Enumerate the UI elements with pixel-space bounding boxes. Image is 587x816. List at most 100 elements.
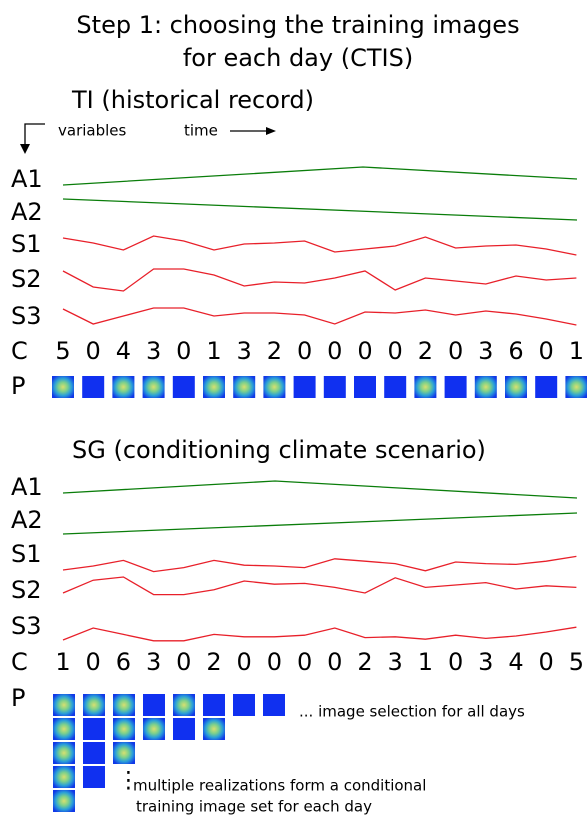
count-label: 0 bbox=[237, 648, 252, 676]
image-tile bbox=[474, 376, 497, 398]
axis-label: variables bbox=[58, 122, 127, 140]
count-label: 2 bbox=[267, 337, 282, 365]
image-tile bbox=[203, 718, 225, 740]
note: training image set for each day bbox=[136, 798, 372, 816]
image-tile bbox=[142, 376, 165, 398]
image-tile bbox=[113, 742, 135, 764]
image-tile bbox=[323, 376, 346, 398]
count-label: 0 bbox=[327, 337, 342, 365]
row-label: A2 bbox=[11, 506, 43, 534]
count-label: 2 bbox=[206, 648, 221, 676]
count-label: 4 bbox=[508, 648, 523, 676]
image-tile bbox=[444, 376, 467, 398]
arrow-head bbox=[266, 127, 276, 135]
image-tile bbox=[83, 718, 105, 740]
count-label: 1 bbox=[418, 648, 433, 676]
series-line bbox=[62, 576, 577, 596]
count-label: 0 bbox=[297, 648, 312, 676]
row-label: C bbox=[11, 337, 28, 365]
count-label: 0 bbox=[297, 337, 312, 365]
series-line bbox=[62, 480, 578, 499]
image-tile bbox=[233, 376, 256, 398]
image-tile bbox=[172, 376, 195, 398]
image-tile bbox=[535, 376, 558, 398]
image-tile bbox=[203, 694, 225, 716]
count-label: 1 bbox=[55, 648, 70, 676]
image-tile bbox=[354, 376, 376, 398]
count-label: 0 bbox=[448, 648, 463, 676]
image-tile bbox=[52, 376, 74, 398]
image-tile bbox=[53, 766, 75, 788]
count-label: 2 bbox=[418, 337, 433, 365]
series-line bbox=[62, 268, 577, 292]
count-label: 0 bbox=[176, 648, 191, 676]
row-label: A1 bbox=[11, 165, 43, 193]
row-label: A1 bbox=[11, 473, 43, 501]
count-label: 3 bbox=[478, 648, 493, 676]
row-label: S2 bbox=[11, 576, 42, 604]
count-label: 3 bbox=[478, 337, 493, 365]
image-tile bbox=[82, 376, 105, 398]
series-line bbox=[62, 235, 577, 256]
row-label: P bbox=[11, 684, 25, 712]
count-label: 0 bbox=[267, 648, 282, 676]
count-label: 1 bbox=[569, 337, 584, 365]
count-label: 3 bbox=[388, 648, 403, 676]
count-label: 0 bbox=[86, 648, 101, 676]
series-line bbox=[62, 626, 577, 642]
count-label: 0 bbox=[539, 648, 554, 676]
image-tile bbox=[565, 376, 587, 398]
count-label: 5 bbox=[569, 648, 584, 676]
image-tile bbox=[53, 718, 75, 740]
count-label: 3 bbox=[146, 648, 161, 676]
count-label: 0 bbox=[539, 337, 554, 365]
section-heading: SG (conditioning climate scenario) bbox=[72, 436, 486, 464]
image-tile bbox=[203, 376, 225, 398]
image-tile bbox=[113, 718, 135, 740]
image-tile bbox=[233, 694, 255, 716]
image-tile bbox=[384, 376, 407, 398]
image-tile bbox=[263, 694, 285, 716]
image-tile bbox=[53, 742, 75, 764]
series-line bbox=[62, 198, 578, 221]
image-tile bbox=[263, 376, 286, 398]
row-label: S1 bbox=[11, 540, 42, 568]
image-tile bbox=[83, 694, 105, 716]
series-line bbox=[62, 166, 578, 186]
count-label: 0 bbox=[327, 648, 342, 676]
arrow-head bbox=[20, 144, 30, 154]
count-label: 0 bbox=[357, 337, 372, 365]
image-tile bbox=[112, 376, 135, 398]
image-tile bbox=[83, 742, 105, 764]
row-label: S1 bbox=[11, 230, 42, 258]
count-label: 0 bbox=[86, 337, 101, 365]
image-tile bbox=[113, 694, 135, 716]
image-tile bbox=[53, 790, 75, 812]
section-heading: TI (historical record) bbox=[71, 86, 314, 114]
count-label: 0 bbox=[448, 337, 463, 365]
count-label: 0 bbox=[176, 337, 191, 365]
arrow bbox=[24, 123, 45, 148]
image-tile bbox=[143, 718, 165, 740]
image-tile bbox=[53, 694, 75, 716]
row-label: S3 bbox=[11, 612, 42, 640]
title: for each day (CTIS) bbox=[183, 44, 413, 72]
image-tile bbox=[505, 376, 527, 398]
count-label: 3 bbox=[146, 337, 161, 365]
count-label: 3 bbox=[237, 337, 252, 365]
title: Step 1: choosing the training images bbox=[76, 11, 519, 39]
note: multiple realizations form a conditional bbox=[133, 777, 426, 795]
axis-label: time bbox=[184, 122, 218, 140]
image-tile bbox=[143, 694, 165, 716]
count-label: 6 bbox=[116, 648, 131, 676]
row-label: A2 bbox=[11, 198, 43, 226]
image-tile bbox=[173, 694, 195, 716]
count-label: 0 bbox=[388, 337, 403, 365]
count-label: 2 bbox=[357, 648, 372, 676]
image-tile bbox=[173, 718, 195, 740]
count-label: 4 bbox=[116, 337, 131, 365]
count-label: 1 bbox=[206, 337, 221, 365]
series-line bbox=[62, 512, 578, 535]
row-label: C bbox=[11, 648, 28, 676]
